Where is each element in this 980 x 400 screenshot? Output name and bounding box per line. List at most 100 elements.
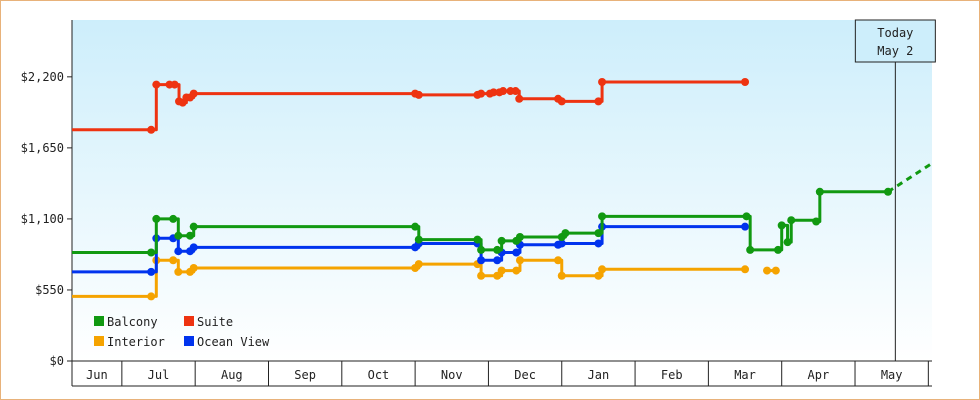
x-tick-label: Nov: [441, 368, 463, 382]
interior-point: [763, 266, 772, 275]
x-tick-label: May: [881, 368, 903, 382]
legend-label-ocean-view: Ocean View: [197, 335, 270, 349]
balcony-point: [812, 217, 821, 226]
x-tick-label: Oct: [368, 368, 390, 382]
legend: Balcony Suite Interior Ocean View: [94, 315, 270, 349]
ocean-view-point: [594, 239, 603, 248]
y-tick-label: $1,100: [21, 212, 64, 226]
legend-swatch-interior: [94, 336, 104, 346]
suite-point: [594, 97, 603, 106]
interior-point: [414, 260, 423, 269]
interior-point: [512, 266, 521, 275]
balcony-point: [169, 214, 178, 223]
balcony-point: [594, 229, 603, 238]
suite-point: [189, 89, 198, 98]
suite-point: [515, 94, 524, 103]
balcony-forecast-line: [887, 162, 933, 194]
balcony-point: [147, 248, 156, 257]
today-label-line2: May 2: [877, 44, 913, 58]
x-tick-label: Jun: [86, 368, 108, 382]
series-layer: [72, 78, 933, 301]
interior-point: [594, 271, 603, 280]
ocean-view-point: [174, 247, 183, 256]
balcony-point: [515, 233, 524, 241]
suite-point: [489, 88, 498, 97]
interior-point: [598, 265, 607, 274]
balcony-point: [815, 187, 824, 196]
y-axis-ticks: $0 $550 $1,100 $1,650 $2,200: [21, 70, 72, 368]
interior-point: [515, 256, 524, 265]
balcony-point: [746, 245, 755, 254]
balcony-point: [189, 222, 198, 231]
x-tick-label: Sep: [294, 368, 316, 382]
plot-area: [72, 20, 932, 361]
legend-swatch-ocean-view: [184, 336, 194, 346]
balcony-point: [561, 229, 570, 238]
today-marker: Today May 2: [854, 19, 936, 361]
x-tick-label: Mar: [734, 368, 756, 382]
today-label-line1: Today: [877, 26, 913, 40]
ocean-view-point: [741, 222, 750, 231]
balcony-point: [497, 236, 506, 245]
month-axis: Jun Jul Aug Sep Oct Nov Dec Jan Feb Mar Apr May: [86, 361, 929, 386]
balcony-point: [774, 245, 783, 254]
legend-swatch-suite: [184, 316, 194, 326]
x-tick-label: Dec: [514, 368, 536, 382]
suite-point: [511, 87, 520, 96]
legend-label-balcony: Balcony: [107, 315, 158, 329]
legend-label-interior: Interior: [107, 335, 165, 349]
interior-point: [741, 265, 750, 274]
x-tick-label: Jan: [588, 368, 610, 382]
today-box: [854, 19, 936, 63]
x-tick-label: Apr: [808, 368, 830, 382]
legend-label-suite: Suite: [197, 315, 233, 329]
balcony-point: [783, 238, 792, 247]
series-suite: [72, 78, 750, 134]
suite-point: [741, 78, 750, 86]
ocean-view-point: [189, 243, 198, 252]
ocean-view-point: [557, 239, 566, 248]
x-tick-label: Feb: [661, 368, 683, 382]
interior-point: [557, 271, 566, 280]
balcony-point: [152, 214, 161, 223]
legend-swatch-balcony: [94, 316, 104, 326]
balcony-point: [787, 216, 796, 225]
interior-point: [477, 271, 486, 280]
interior-point: [174, 267, 183, 276]
interior-point: [771, 266, 780, 275]
suite-point: [152, 80, 161, 89]
balcony-point: [477, 245, 486, 254]
y-tick-label: $2,200: [21, 70, 64, 84]
balcony-point: [493, 245, 502, 254]
suite-point: [499, 87, 508, 96]
balcony-point: [742, 212, 751, 221]
interior-point: [189, 264, 198, 272]
suite-point: [557, 97, 566, 106]
suite-point: [477, 89, 486, 98]
ocean-view-point: [493, 256, 502, 265]
y-tick-label: $550: [35, 283, 64, 297]
balcony-point: [174, 231, 183, 240]
ocean-view-point: [477, 256, 486, 265]
y-tick-label: $0: [50, 354, 64, 368]
suite-point: [170, 80, 179, 89]
suite-point: [414, 90, 423, 99]
balcony-point: [777, 221, 786, 230]
x-tick-label: Jul: [148, 368, 170, 382]
series-balcony: [72, 162, 933, 257]
interior-point: [147, 292, 156, 301]
suite-point: [598, 78, 607, 86]
x-tick-label: Aug: [221, 368, 243, 382]
interior-point: [169, 256, 178, 265]
balcony-point: [473, 235, 482, 244]
ocean-view-point: [512, 248, 521, 257]
interior-point: [554, 256, 563, 265]
balcony-point: [598, 212, 607, 221]
y-tick-label: $1,650: [21, 141, 64, 155]
ocean-view-point: [147, 267, 156, 276]
balcony-point: [186, 231, 195, 240]
balcony-point: [414, 235, 423, 244]
suite-point: [147, 125, 156, 134]
